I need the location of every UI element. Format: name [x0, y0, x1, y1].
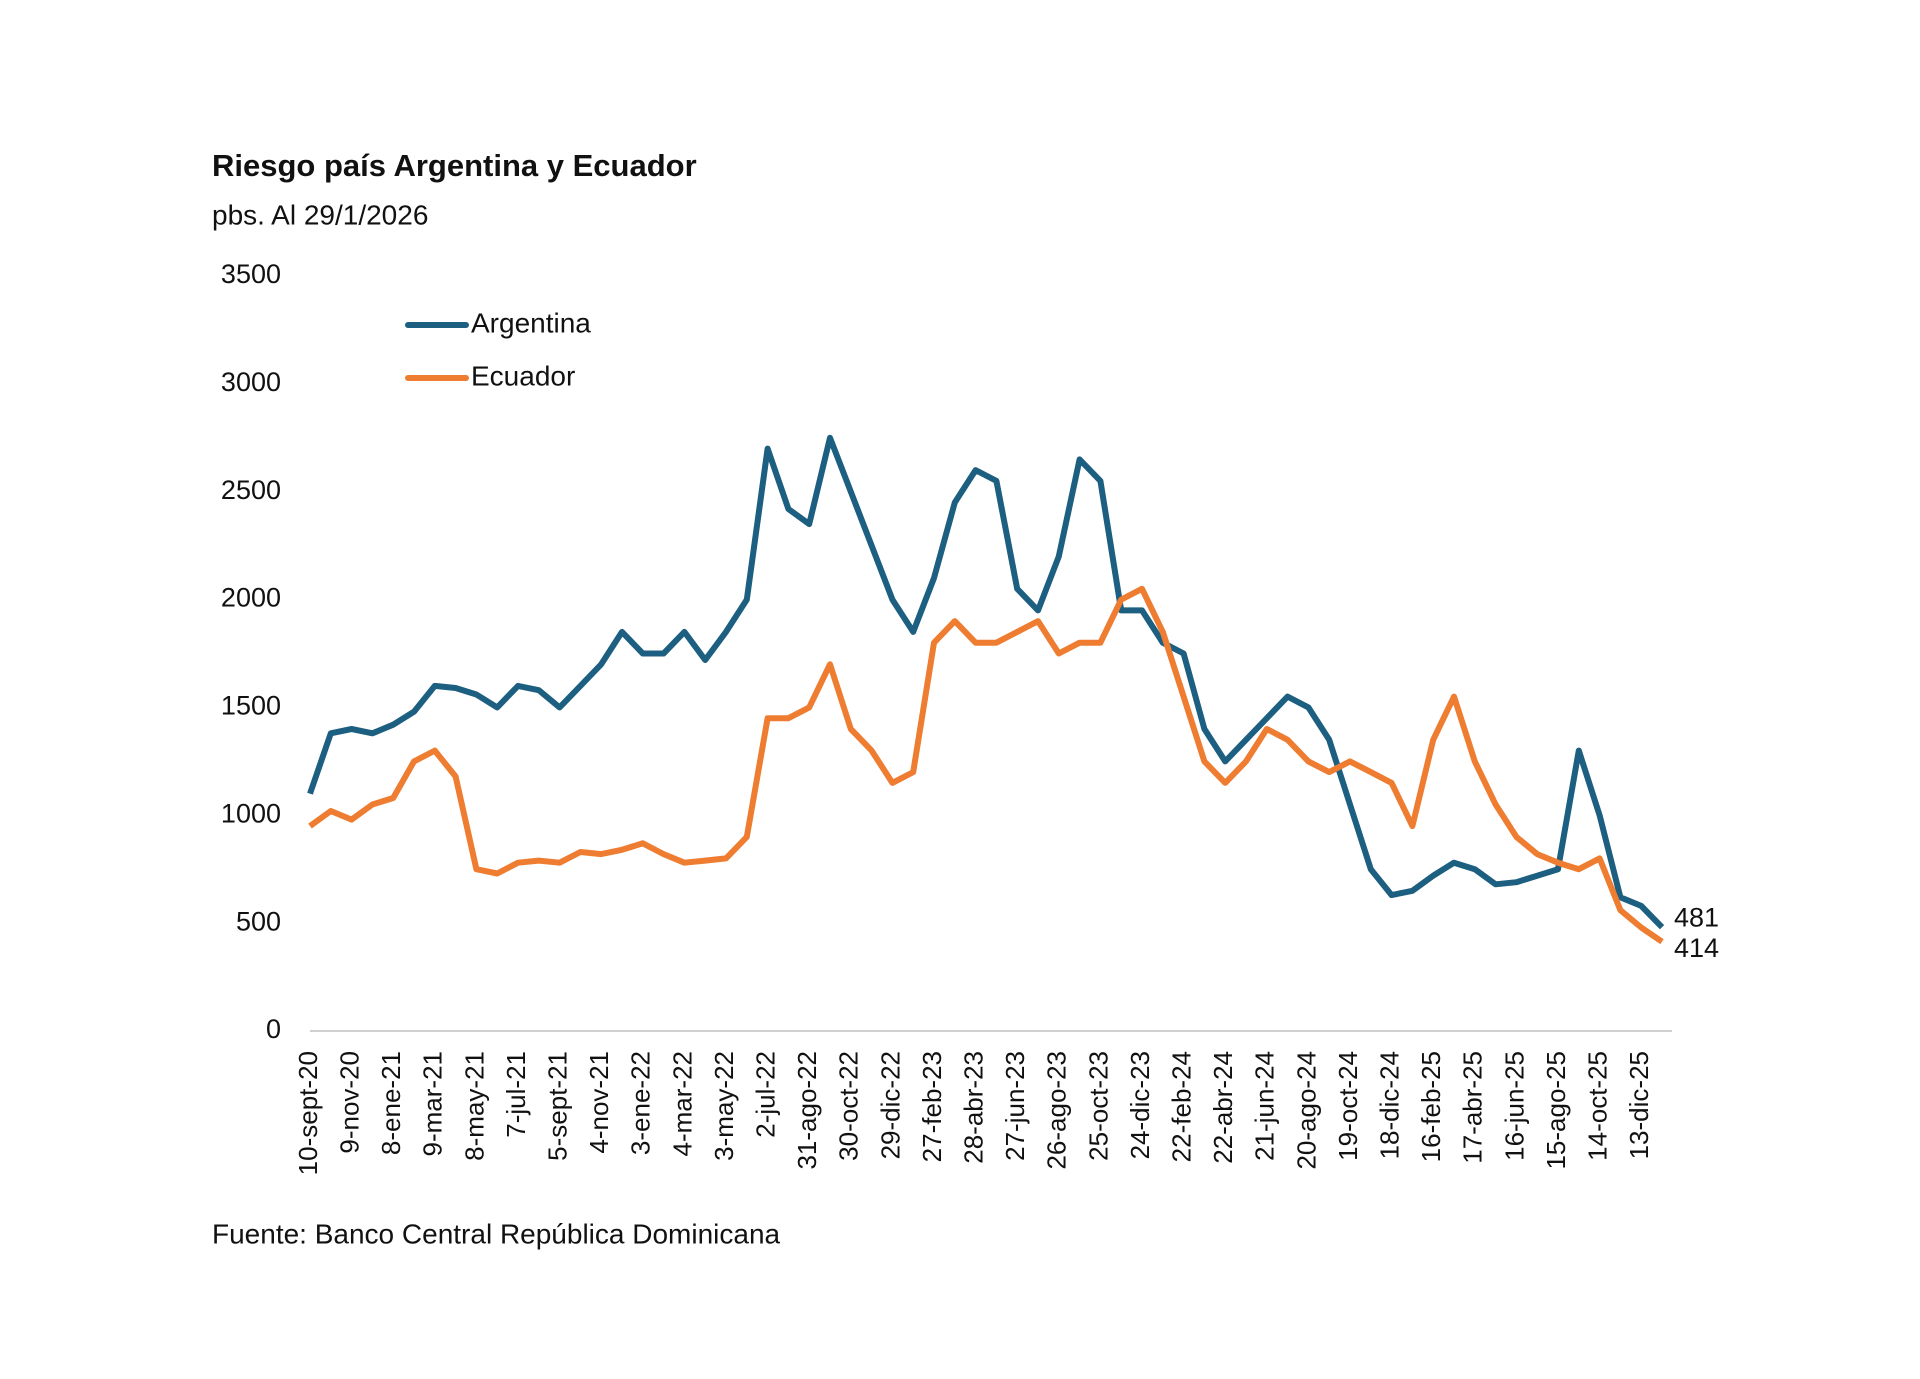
x-tick-label: 3-ene-22	[626, 1051, 656, 1155]
x-tick-label: 4-nov-21	[584, 1051, 614, 1154]
x-tick-label: 5-sept-21	[542, 1051, 572, 1161]
x-tick-label: 28-abr-23	[958, 1051, 988, 1164]
y-tick-label: 3500	[221, 259, 281, 289]
legend-label: Ecuador	[471, 360, 575, 391]
y-tick-label: 1500	[221, 691, 281, 721]
source-note: Fuente: Banco Central República Dominica…	[212, 1218, 781, 1249]
x-tick-label: 13-dic-25	[1624, 1051, 1654, 1159]
x-tick-label: 15-ago-25	[1541, 1051, 1571, 1170]
x-tick-label: 27-jun-23	[1000, 1051, 1030, 1161]
x-tick-label: 24-dic-23	[1125, 1051, 1155, 1159]
x-tick-label: 8-may-21	[459, 1051, 489, 1161]
x-tick-label: 9-nov-20	[334, 1051, 364, 1154]
series-line	[307, 434, 1665, 930]
y-tick-label: 2000	[221, 583, 281, 613]
series-line	[308, 585, 1664, 945]
x-tick-label: 22-feb-24	[1166, 1051, 1196, 1162]
x-tick-label: 10-sept-20	[293, 1051, 323, 1175]
x-tick-label: 18-dic-24	[1374, 1051, 1404, 1159]
y-tick-label: 0	[266, 1014, 281, 1044]
y-tick-label: 500	[236, 906, 281, 936]
x-tick-label: 2-jul-22	[750, 1051, 780, 1138]
x-tick-label: 9-mar-21	[418, 1051, 448, 1156]
x-tick-label: 22-abr-24	[1208, 1051, 1238, 1164]
x-tick-label: 3-may-22	[709, 1051, 739, 1161]
x-tick-label: 30-oct-22	[834, 1051, 864, 1161]
x-tick-label: 29-dic-22	[875, 1051, 905, 1159]
x-tick-label: 31-ago-22	[792, 1051, 822, 1170]
x-tick-label: 4-mar-22	[667, 1051, 697, 1156]
chart-subtitle: pbs. Al 29/1/2026	[212, 199, 428, 230]
x-tick-label: 27-feb-23	[917, 1051, 947, 1162]
x-tick-label: 16-feb-25	[1416, 1051, 1446, 1162]
x-tick-label: 25-oct-23	[1083, 1051, 1113, 1161]
x-tick-label: 19-oct-24	[1333, 1051, 1363, 1161]
y-tick-label: 2500	[221, 475, 281, 505]
x-tick-label: 16-jun-25	[1499, 1051, 1529, 1161]
x-tick-label: 17-abr-25	[1458, 1051, 1488, 1164]
y-tick-label: 1000	[221, 798, 281, 828]
end-label: 481	[1674, 902, 1719, 932]
x-tick-label: 21-jun-24	[1250, 1051, 1280, 1161]
x-tick-label: 26-ago-23	[1042, 1051, 1072, 1170]
x-tick-label: 20-ago-24	[1291, 1051, 1321, 1170]
end-label: 414	[1674, 933, 1719, 963]
x-tick-label: 14-oct-25	[1582, 1051, 1612, 1161]
x-tick-label: 8-ene-21	[376, 1051, 406, 1155]
y-tick-label: 3000	[221, 367, 281, 397]
chart-title: Riesgo país Argentina y Ecuador	[212, 148, 697, 183]
legend-label: Argentina	[471, 307, 591, 338]
x-tick-label: 7-jul-21	[501, 1051, 531, 1138]
